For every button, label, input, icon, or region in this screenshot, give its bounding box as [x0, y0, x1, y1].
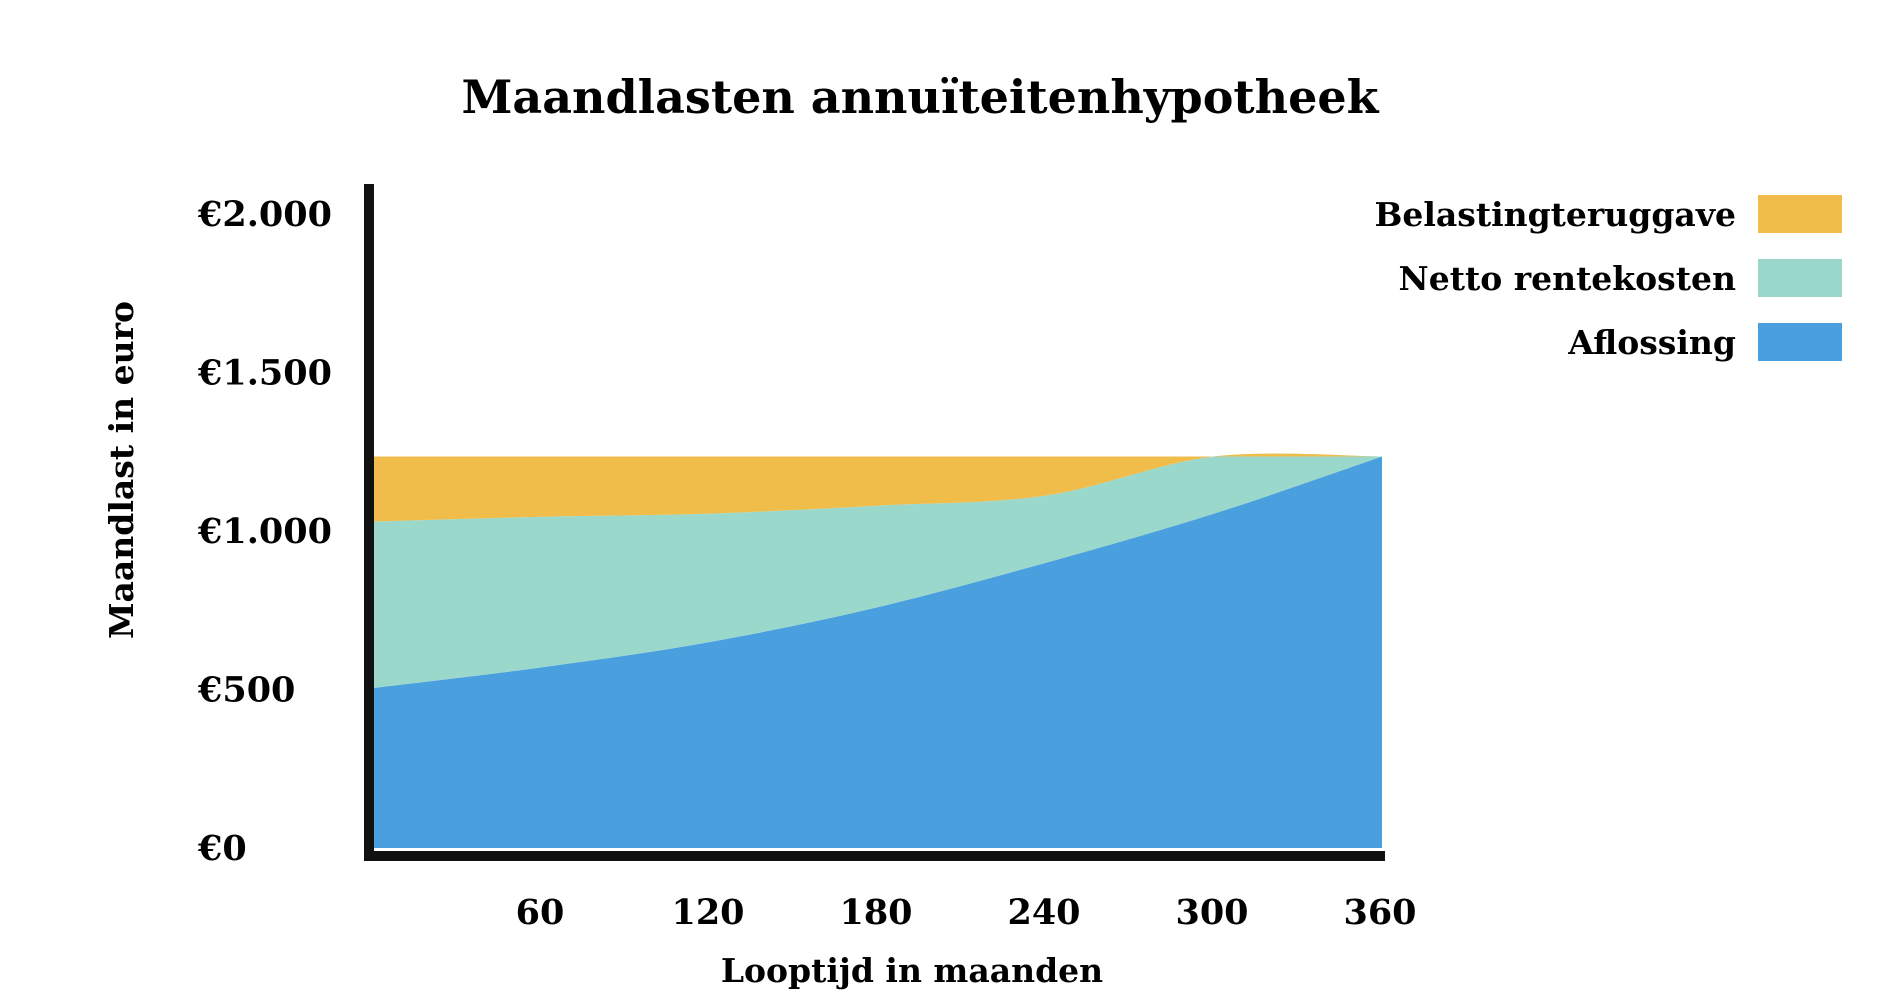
y-axis-line	[364, 184, 374, 861]
x-tick-label: 300	[1175, 892, 1248, 933]
x-axis-line	[364, 851, 1385, 861]
y-tick-label: €2.000	[197, 194, 332, 235]
legend-item: Aflossing	[1567, 323, 1842, 362]
legend-swatch	[1758, 259, 1842, 297]
legend-label: Aflossing	[1567, 323, 1736, 362]
area-series-layer	[374, 453, 1382, 848]
y-tick-labels: €0 €500 €1.000 €1.500 €2.000	[197, 194, 332, 869]
area-series-netto-rentekosten	[374, 453, 1382, 688]
legend: Belastingteruggave Netto rentekosten Aflos…	[1374, 195, 1842, 362]
legend-label: Belastingteruggave	[1374, 195, 1736, 234]
y-tick-label: €500	[197, 670, 295, 711]
legend-swatch	[1758, 323, 1842, 361]
x-axis-label: Looptijd in maanden	[721, 951, 1103, 990]
y-tick-label: €1.500	[197, 353, 332, 394]
x-tick-label: 60	[516, 892, 565, 933]
y-tick-label: €0	[197, 828, 247, 869]
chart-title: Maandlasten annuïteitenhypotheek	[462, 70, 1380, 124]
y-tick-label: €1.000	[197, 511, 332, 552]
x-tick-label: 180	[839, 892, 912, 933]
legend-label: Netto rentekosten	[1399, 259, 1736, 298]
legend-item: Belastingteruggave	[1374, 195, 1842, 234]
y-axis-label: Maandlast in euro	[102, 301, 141, 639]
area-series-belastingteruggave	[374, 453, 1382, 522]
legend-item: Netto rentekosten	[1399, 259, 1842, 298]
area-series-aflossing	[374, 456, 1382, 848]
x-tick-label: 360	[1343, 892, 1416, 933]
x-tick-label: 240	[1007, 892, 1080, 933]
legend-swatch	[1758, 195, 1842, 233]
x-tick-labels: 60 120 180 240 300 360	[516, 892, 1417, 933]
x-tick-label: 120	[671, 892, 744, 933]
